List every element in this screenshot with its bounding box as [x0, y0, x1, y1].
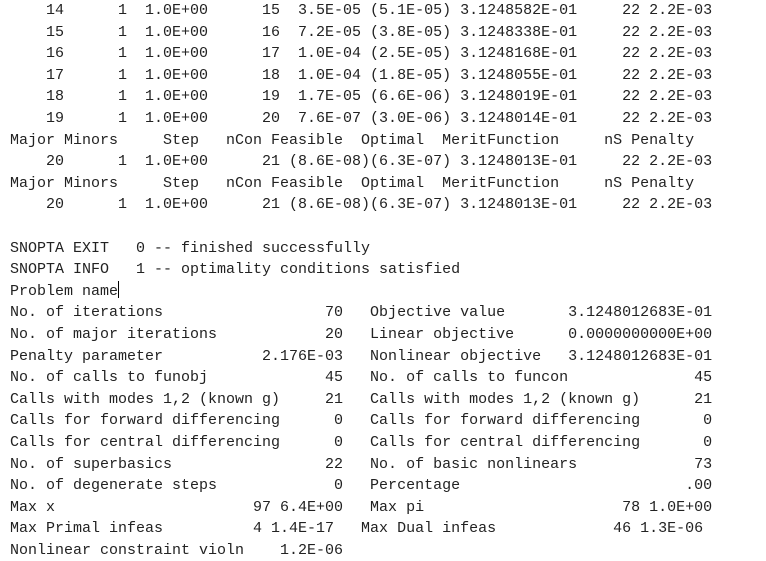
iteration-row: 14 1 1.0E+00 15 3.5E-05 (5.1E-05) 3.1248… — [10, 2, 713, 19]
terminal-output: 14 1 1.0E+00 15 3.5E-05 (5.1E-05) 3.1248… — [10, 0, 760, 561]
iteration-row: 17 1 1.0E+00 18 1.0E-04 (1.8E-05) 3.1248… — [10, 66, 713, 84]
problem-name-label: Problem name — [10, 282, 119, 300]
iteration-row: 20 1 1.0E+00 21 (8.6E-08)(6.3E-07) 3.124… — [10, 196, 713, 214]
summary-row: Max x 97 6.4E+00 Max pi 78 1.0E+00 — [10, 498, 713, 516]
problem-name-line[interactable]: Problem name — [10, 280, 120, 302]
summary-row: No. of calls to funobj 45 No. of calls t… — [10, 369, 713, 387]
iteration-row: 15 1 1.0E+00 16 7.2E-05 (3.8E-05) 3.1248… — [10, 23, 713, 41]
summary-row: Calls for forward differencing 0 Calls f… — [10, 412, 713, 430]
summary-row: No. of major iterations 20 Linear object… — [10, 326, 713, 343]
info-message: SNOPTA INFO 1 -- optimality conditions s… — [10, 261, 461, 279]
summary-row: Penalty parameter 2.176E-03 Nonlinear ob… — [10, 347, 713, 365]
exit-message: SNOPTA EXIT 0 -- finished successfully — [10, 239, 371, 257]
column-header: Major Minors Step nCon Feasible Optimal … — [10, 131, 695, 149]
summary-row: No. of superbasics 22 No. of basic nonli… — [10, 455, 713, 473]
summary-row: Calls with modes 1,2 (known g) 21 Calls … — [10, 390, 713, 408]
summary-row: Max Primal infeas 4 1.4E-17 Max Dual inf… — [10, 520, 704, 538]
iteration-row: 16 1 1.0E+00 17 1.0E-04 (2.5E-05) 3.1248… — [10, 45, 713, 63]
iteration-row: 19 1 1.0E+00 20 7.6E-07 (3.0E-06) 3.1248… — [10, 110, 713, 127]
iteration-row: 20 1 1.0E+00 21 (8.6E-08)(6.3E-07) 3.124… — [10, 153, 713, 171]
summary-row: Nonlinear constraint violn 1.2E-06 — [10, 542, 344, 559]
summary-row: Calls for central differencing 0 Calls f… — [10, 434, 713, 451]
text-cursor — [118, 280, 120, 298]
summary-row: No. of iterations 70 Objective value 3.1… — [10, 304, 713, 322]
iteration-row: 18 1 1.0E+00 19 1.7E-05 (6.6E-06) 3.1248… — [10, 88, 713, 106]
column-header: Major Minors Step nCon Feasible Optimal … — [10, 174, 695, 192]
summary-row: No. of degenerate steps 0 Percentage .00 — [10, 477, 713, 495]
